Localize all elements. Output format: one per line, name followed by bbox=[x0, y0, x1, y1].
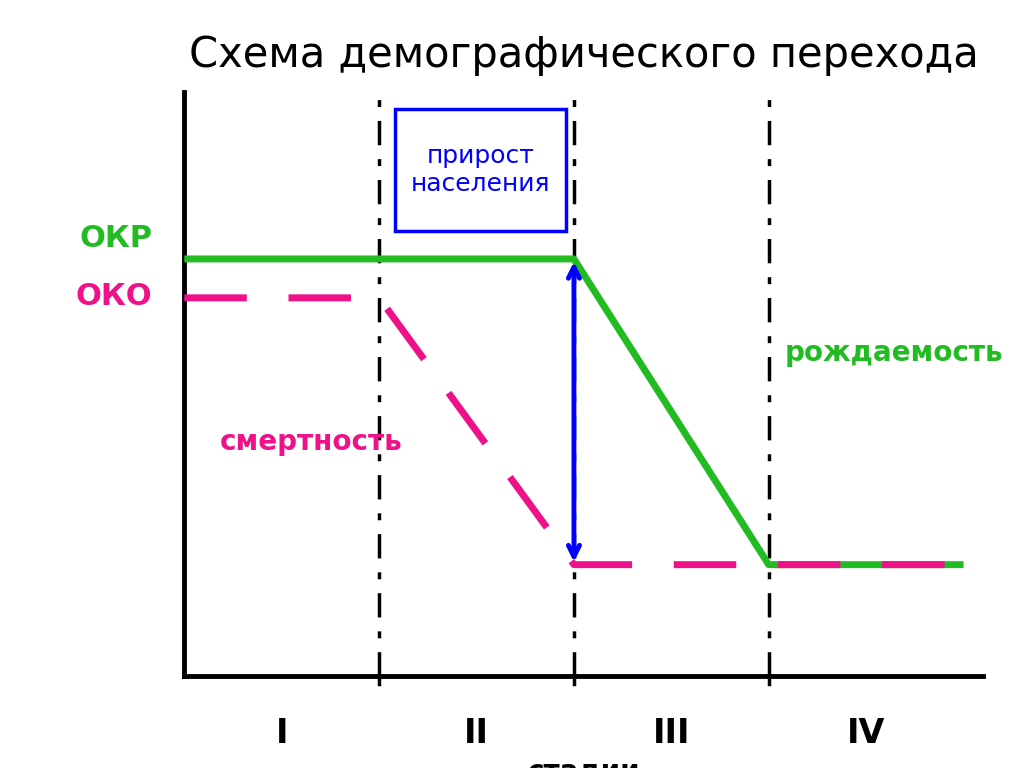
Text: I: I bbox=[275, 717, 288, 750]
Text: II: II bbox=[464, 717, 489, 750]
Text: IV: IV bbox=[847, 717, 886, 750]
Text: прирост
населения: прирост населения bbox=[411, 144, 550, 196]
Text: стадии: стадии bbox=[527, 757, 640, 768]
Text: ОКО: ОКО bbox=[76, 282, 153, 311]
Title: Схема демографического перехода: Схема демографического перехода bbox=[188, 34, 979, 76]
FancyBboxPatch shape bbox=[394, 109, 566, 231]
Text: ОКР: ОКР bbox=[80, 223, 153, 253]
Text: III: III bbox=[652, 717, 690, 750]
Text: смертность: смертность bbox=[219, 429, 402, 456]
Text: рождаемость: рождаемость bbox=[784, 339, 1002, 367]
